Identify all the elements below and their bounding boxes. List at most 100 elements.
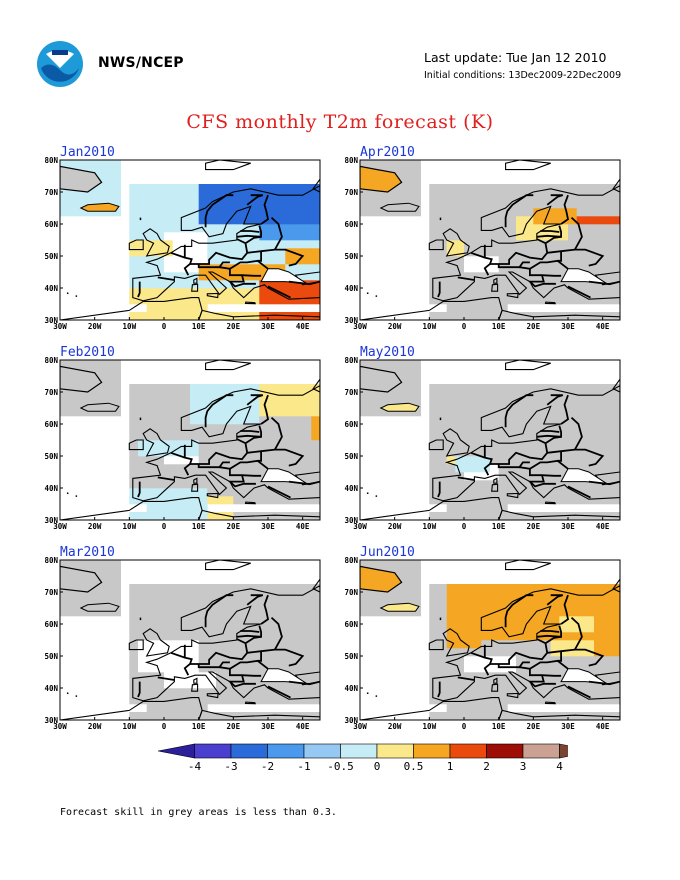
anomaly-cell [455, 688, 465, 697]
anomaly-cell [164, 680, 173, 689]
anomaly-cell [446, 616, 456, 625]
anomaly-cell [412, 576, 421, 585]
anomaly-cell [242, 496, 251, 505]
anomaly-cell [294, 424, 303, 433]
anomaly-cell [498, 312, 508, 320]
anomaly-cell [498, 704, 508, 713]
anomaly-cell [164, 272, 173, 281]
anomaly-cell [498, 616, 508, 625]
anomaly-cell [198, 480, 208, 489]
anomaly-cell [233, 216, 243, 225]
anomaly-cell [568, 448, 577, 457]
anomaly-cell [472, 672, 482, 681]
colorbar-swatch [413, 743, 451, 759]
anomaly-cell [164, 648, 173, 657]
anomaly-cell [490, 392, 499, 401]
anomaly-cell [438, 416, 447, 425]
anomaly-cell [311, 224, 320, 233]
anomaly-cell [368, 192, 378, 201]
anomaly-cell [268, 616, 277, 625]
anomaly-cell [164, 472, 173, 481]
anomaly-cell [164, 280, 173, 289]
anomaly-cell [446, 200, 456, 209]
anomaly-cell [311, 592, 320, 601]
coastline-sicily [506, 692, 519, 699]
anomaly-field [360, 360, 620, 520]
anomaly-cell [403, 176, 413, 185]
border-line [497, 461, 530, 469]
anomaly-cell [155, 184, 165, 193]
anomaly-cell [181, 680, 191, 689]
anomaly-cell [368, 208, 378, 217]
anomaly-cell [576, 424, 586, 433]
anomaly-cell [360, 160, 369, 169]
anomaly-cell [455, 632, 465, 641]
anomaly-cell [233, 424, 243, 433]
anomaly-cell [490, 440, 499, 449]
anomaly-cell [294, 680, 303, 689]
anomaly-cell [276, 424, 286, 433]
anomaly-cell [490, 640, 499, 649]
anomaly-cell [585, 296, 595, 305]
island-dot [75, 495, 78, 497]
anomaly-cell [446, 280, 456, 289]
anomaly-cell [276, 400, 286, 409]
month-label: Mar2010 [60, 545, 115, 560]
anomaly-cell [112, 376, 121, 385]
anomaly-cell [368, 200, 378, 209]
anomaly-cell [594, 384, 603, 393]
anomaly-cell [594, 616, 603, 625]
anomaly-cell [576, 184, 586, 193]
anomaly-cell [507, 456, 517, 465]
anomaly-cell [207, 312, 217, 320]
anomaly-cell [498, 464, 508, 473]
anomaly-cell [268, 424, 277, 433]
anomaly-cell [129, 288, 139, 297]
anomaly-cell [403, 376, 413, 385]
anomaly-cell [472, 280, 482, 289]
anomaly-cell [216, 624, 225, 633]
anomaly-cell [311, 616, 320, 625]
border-line [504, 394, 534, 428]
border-line [157, 676, 175, 681]
anomaly-cell [155, 704, 165, 713]
anomaly-cell [602, 616, 612, 625]
anomaly-cell [507, 664, 517, 673]
anomaly-cell [602, 472, 612, 481]
anomaly-cell [394, 584, 404, 593]
colorbar-label: 4 [556, 760, 563, 773]
coastline-novaya [312, 378, 320, 393]
anomaly-cell [611, 296, 620, 305]
anomaly-cell [464, 216, 473, 225]
anomaly-cell [259, 432, 269, 441]
anomaly-cell [155, 656, 165, 665]
anomaly-cell [138, 592, 147, 601]
coastline-crete [244, 501, 257, 505]
anomaly-cell [138, 184, 147, 193]
anomaly-cell [276, 680, 286, 689]
anomaly-cell [285, 424, 295, 433]
anomaly-cell [429, 664, 439, 673]
anomaly-cell [611, 440, 620, 449]
anomaly-cell [611, 600, 620, 609]
anomaly-cell [172, 224, 182, 233]
anomaly-cell [259, 416, 269, 425]
anomaly-cell [268, 192, 277, 201]
anomaly-cell [472, 488, 482, 497]
anomaly-cell [429, 632, 439, 641]
anomaly-cell [224, 592, 234, 601]
anomaly-cell [568, 616, 577, 625]
anomaly-cell [129, 272, 139, 281]
anomaly-cell [259, 424, 269, 433]
anomaly-cell [216, 584, 225, 593]
anomaly-cell [412, 384, 421, 393]
anomaly-cell [268, 440, 277, 449]
anomaly-cell [498, 632, 508, 641]
anomaly-cell [224, 688, 234, 697]
anomaly-cell [242, 584, 251, 593]
anomaly-cell [216, 392, 225, 401]
anomaly-cell [216, 448, 225, 457]
anomaly-cell [268, 600, 277, 609]
anomaly-cell [233, 200, 243, 209]
anomaly-cell [233, 712, 243, 720]
